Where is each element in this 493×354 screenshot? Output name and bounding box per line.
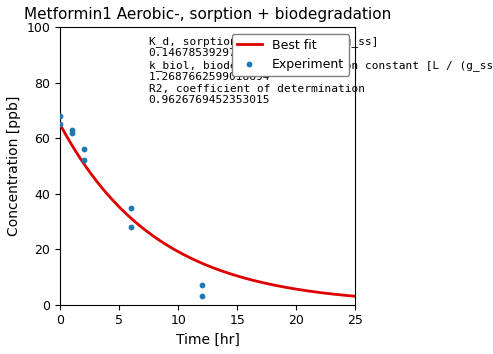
Best fit (57, 122, 63, 126)
Experiment (127, 205, 135, 211)
Experiment (198, 293, 206, 299)
Legend: Best fit, Experiment: Best fit, Experiment (232, 34, 349, 76)
Title: Metformin1 Aerobic-, sorption + biodegradation: Metformin1 Aerobic-, sorption + biodegra… (24, 7, 391, 22)
Best fit (217, 268, 223, 272)
Best fit (299, 288, 305, 292)
Experiment (68, 127, 76, 133)
Experiment (68, 130, 76, 136)
X-axis label: Time [hr]: Time [hr] (176, 333, 240, 347)
Experiment (56, 121, 64, 127)
Experiment (56, 113, 64, 119)
Text: K_d, sorption coefficient [L/g_ss]
0.14678539297020418
k_biol, biodegradatoin re: K_d, sorption coefficient [L/g_ss] 0.146… (149, 36, 493, 105)
Experiment (127, 224, 135, 230)
Best fit (345, 293, 351, 298)
Best fit (199, 261, 205, 266)
Best fit (233, 273, 239, 278)
Experiment (80, 147, 88, 152)
Experiment (198, 282, 206, 288)
Experiment (80, 158, 88, 163)
Y-axis label: Concentration [ppb]: Concentration [ppb] (7, 96, 21, 236)
Line: Best fit: Best fit (60, 124, 355, 296)
Best fit (197, 261, 203, 265)
Best fit (352, 294, 358, 298)
